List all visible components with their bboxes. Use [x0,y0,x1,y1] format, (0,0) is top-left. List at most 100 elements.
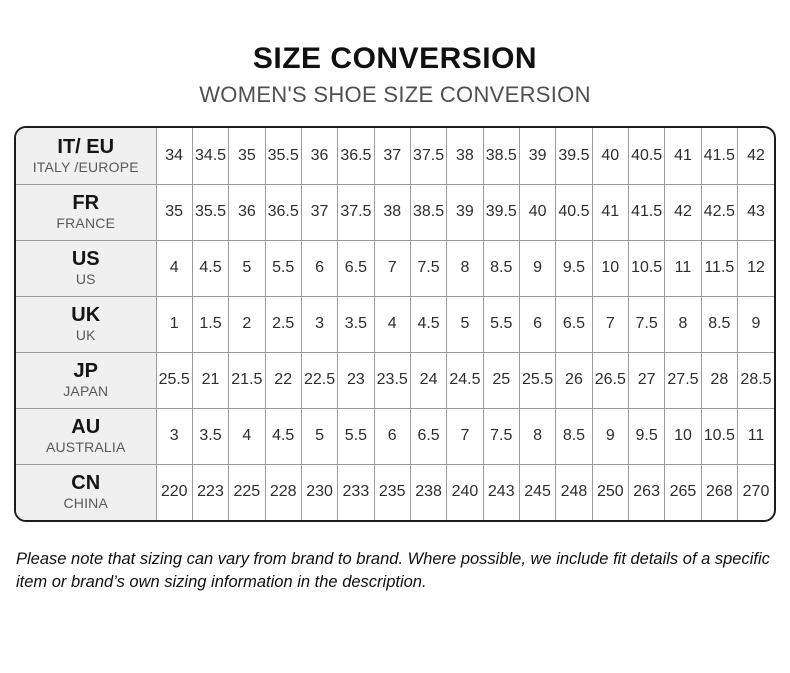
size-cell: 2 [228,295,266,353]
size-cell: 4.5 [409,295,448,353]
size-cell: 8 [518,407,557,465]
table-row: IT/ EU ITALY /EUROPE 34 34.5 35 35.5 36 36.5 37 3… [16,128,774,185]
size-cell: 43 [737,183,774,241]
size-cell: 250 [591,463,629,520]
table-row: AU AUSTRALIA 3 3.5 4 4.5 5 5.5 6 6.5 7 7.5 8 8.5 9 9.5 1… [16,407,774,465]
size-cell: 39.5 [555,128,593,185]
size-cell: 8.5 [482,239,520,297]
size-cell: 9 [518,239,557,297]
region-code: FR [72,192,100,214]
region-name: CHINA [63,495,109,512]
size-cell: 40 [518,183,557,241]
size-cell: 248 [555,463,593,520]
region-code: US [71,248,100,270]
size-cell: 238 [409,463,448,520]
size-cell: 6 [373,407,411,465]
size-cell: 39.5 [482,183,520,241]
table-row: UK UK 1 1.5 2 2.5 3 3.5 4 4.5 5 5.5 6 6.5 7 7.5 8 8.5 9 [16,295,774,353]
size-cell: 225 [228,463,266,520]
size-cell: 4 [228,407,266,465]
size-cell: 22.5 [300,351,339,409]
size-cell: 27.5 [664,351,702,409]
size-cell: 41.5 [700,128,739,185]
size-cell: 9.5 [555,239,593,297]
size-cell: 1.5 [191,295,230,353]
region-name: UK [75,327,96,343]
size-cell: 21 [191,351,230,409]
size-cell: 7 [446,407,484,465]
size-cell: 8.5 [700,295,739,353]
size-cell: 4 [155,239,193,297]
size-cell: 41.5 [627,183,666,241]
size-cell: 6.5 [555,295,593,353]
size-cell: 34.5 [191,128,230,185]
size-cell: 3.5 [191,407,230,465]
region-code: CN [71,472,101,495]
page-title: SIZE CONVERSION [252,42,538,75]
row-header-cell: US US [16,239,157,297]
row-header-cell: UK UK [16,295,157,353]
size-cell: 22 [264,351,302,409]
size-cell: 230 [300,463,339,520]
size-cell: 4.5 [191,239,230,297]
size-cell: 233 [337,463,375,520]
size-conversion-page: SIZE CONVERSION WOMEN'S SHOE SIZE CONVER… [0,42,790,673]
size-cell: 42.5 [700,183,739,241]
size-cell: 5.5 [482,295,520,353]
size-cell: 240 [446,463,484,520]
size-cell: 11 [664,239,702,297]
size-cell: 235 [373,463,411,520]
size-cell: 24 [409,351,448,409]
size-cell: 25.5 [155,351,193,409]
region-name: AUSTRALIA [45,439,126,455]
size-conversion-table: IT/ EU ITALY /EUROPE 34 34.5 35 35.5 36 36.5 37 3… [14,126,776,522]
size-cell: 5 [300,407,339,465]
page-subtitle: WOMEN'S SHOE SIZE CONVERSION [199,82,591,107]
size-cell: 41 [664,128,702,185]
size-cell: 2.5 [264,295,302,353]
size-cell: 42 [737,128,774,185]
size-cell: 35.5 [191,183,230,241]
size-cell: 38.5 [409,183,448,241]
size-cell: 26 [555,351,593,409]
size-cell: 23.5 [373,351,411,409]
size-cell: 10 [664,407,702,465]
size-cell: 41 [591,183,629,241]
size-cell: 6.5 [409,407,448,465]
size-cell: 10.5 [627,239,666,297]
region-name: FRANCE [56,215,116,231]
sizing-note: Please note that sizing can vary from br… [16,550,770,591]
region-name: ITALY /EUROPE [32,158,139,175]
size-cell: 37.5 [337,183,375,241]
size-cell: 9 [591,407,629,465]
size-cell: 23 [337,351,375,409]
size-cell: 38 [373,183,411,241]
size-cell: 36 [228,183,266,241]
size-cell: 36 [300,128,339,185]
size-cell: 3 [300,295,339,353]
size-cell: 7 [591,295,629,353]
size-cell: 243 [482,463,520,520]
size-cell: 37 [373,128,411,185]
size-cell: 10 [591,239,629,297]
size-cell: 6.5 [337,239,375,297]
size-cell: 24.5 [446,351,484,409]
size-cell: 10.5 [700,407,739,465]
row-header-cell: JP JAPAN [16,351,157,409]
size-cell: 25 [482,351,520,409]
size-cell: 26.5 [591,351,629,409]
size-cell: 220 [155,463,193,520]
size-cell: 8 [664,295,702,353]
size-cell: 28.5 [737,351,774,409]
table-row: FR FRANCE 35 35.5 36 36.5 37 37.5 38 38.5 39 39.5 40… [16,183,774,241]
size-cell: 270 [737,463,774,520]
size-cell: 5.5 [264,239,302,297]
size-cell: 7 [373,239,411,297]
size-cell: 39 [446,183,484,241]
row-header-cell: CN CHINA [16,463,157,520]
size-cell: 8 [446,239,484,297]
region-code: UK [71,304,101,326]
size-cell: 5 [228,239,266,297]
size-cell: 3.5 [337,295,375,353]
size-cell: 38.5 [482,128,520,185]
